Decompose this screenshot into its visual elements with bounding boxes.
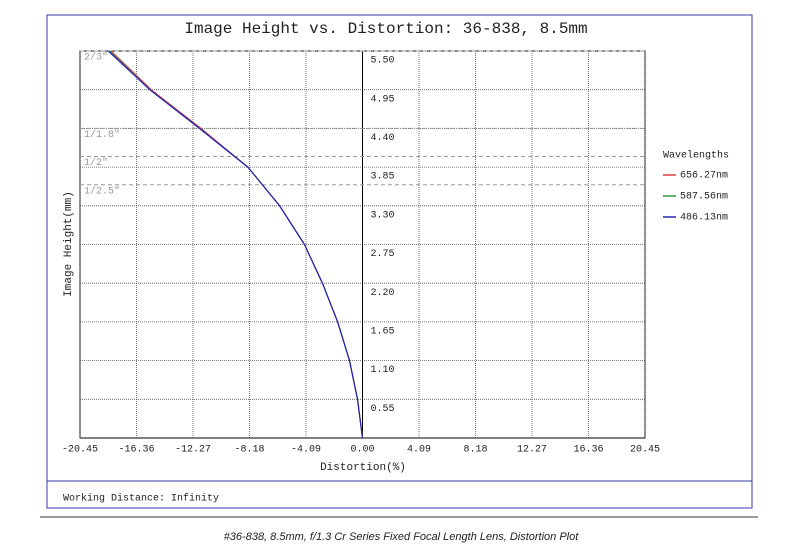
sensor-label: 1/1.8" (84, 129, 120, 141)
series-line (107, 50, 364, 439)
y-tick-label: 4.40 (371, 133, 395, 144)
sensor-label: 1/2.5" (84, 185, 120, 197)
y-tick-label: 4.95 (371, 94, 395, 105)
x-tick-label: 0.00 (350, 445, 374, 456)
legend-title: Wavelengths (663, 150, 729, 162)
x-tick-label: -8.18 (234, 445, 264, 456)
y-axis-label: Image Height(mm) (63, 191, 75, 297)
x-tick-label: 4.09 (407, 445, 431, 456)
y-tick-label: 3.85 (371, 172, 395, 183)
x-tick-label: 20.45 (630, 445, 660, 456)
sensor-label: 1/2" (84, 157, 108, 169)
x-tick-label: -4.09 (291, 445, 321, 456)
legend-label: 587.56nm (680, 192, 728, 203)
chart-title: Image Height vs. Distortion: 36-838, 8.5… (184, 20, 587, 38)
x-tick-label: -12.27 (175, 445, 211, 456)
x-tick-label: 16.36 (573, 445, 603, 456)
sensor-label: 2/3" (84, 52, 108, 64)
y-tick-label: 3.30 (371, 210, 395, 221)
y-tick-label: 2.20 (371, 288, 395, 299)
x-tick-label: 12.27 (517, 445, 547, 456)
x-tick-label: -16.36 (118, 445, 154, 456)
y-tick-label: 1.65 (371, 327, 395, 338)
footnote: Working Distance: Infinity (63, 493, 219, 505)
y-tick-label: 0.55 (371, 404, 395, 415)
x-tick-label: -20.45 (62, 445, 98, 456)
caption: #36-838, 8.5mm, f/1.3 Cr Series Fixed Fo… (224, 531, 580, 543)
x-tick-label: 8.18 (463, 445, 487, 456)
legend-label: 486.13nm (680, 213, 728, 224)
y-tick-label: 2.75 (371, 249, 395, 260)
legend-label: 656.27nm (680, 171, 728, 182)
y-tick-label: 1.10 (371, 365, 395, 376)
frame (46, 14, 753, 509)
x-axis-label: Distortion(%) (320, 462, 406, 474)
y-tick-label: 5.50 (371, 56, 395, 67)
